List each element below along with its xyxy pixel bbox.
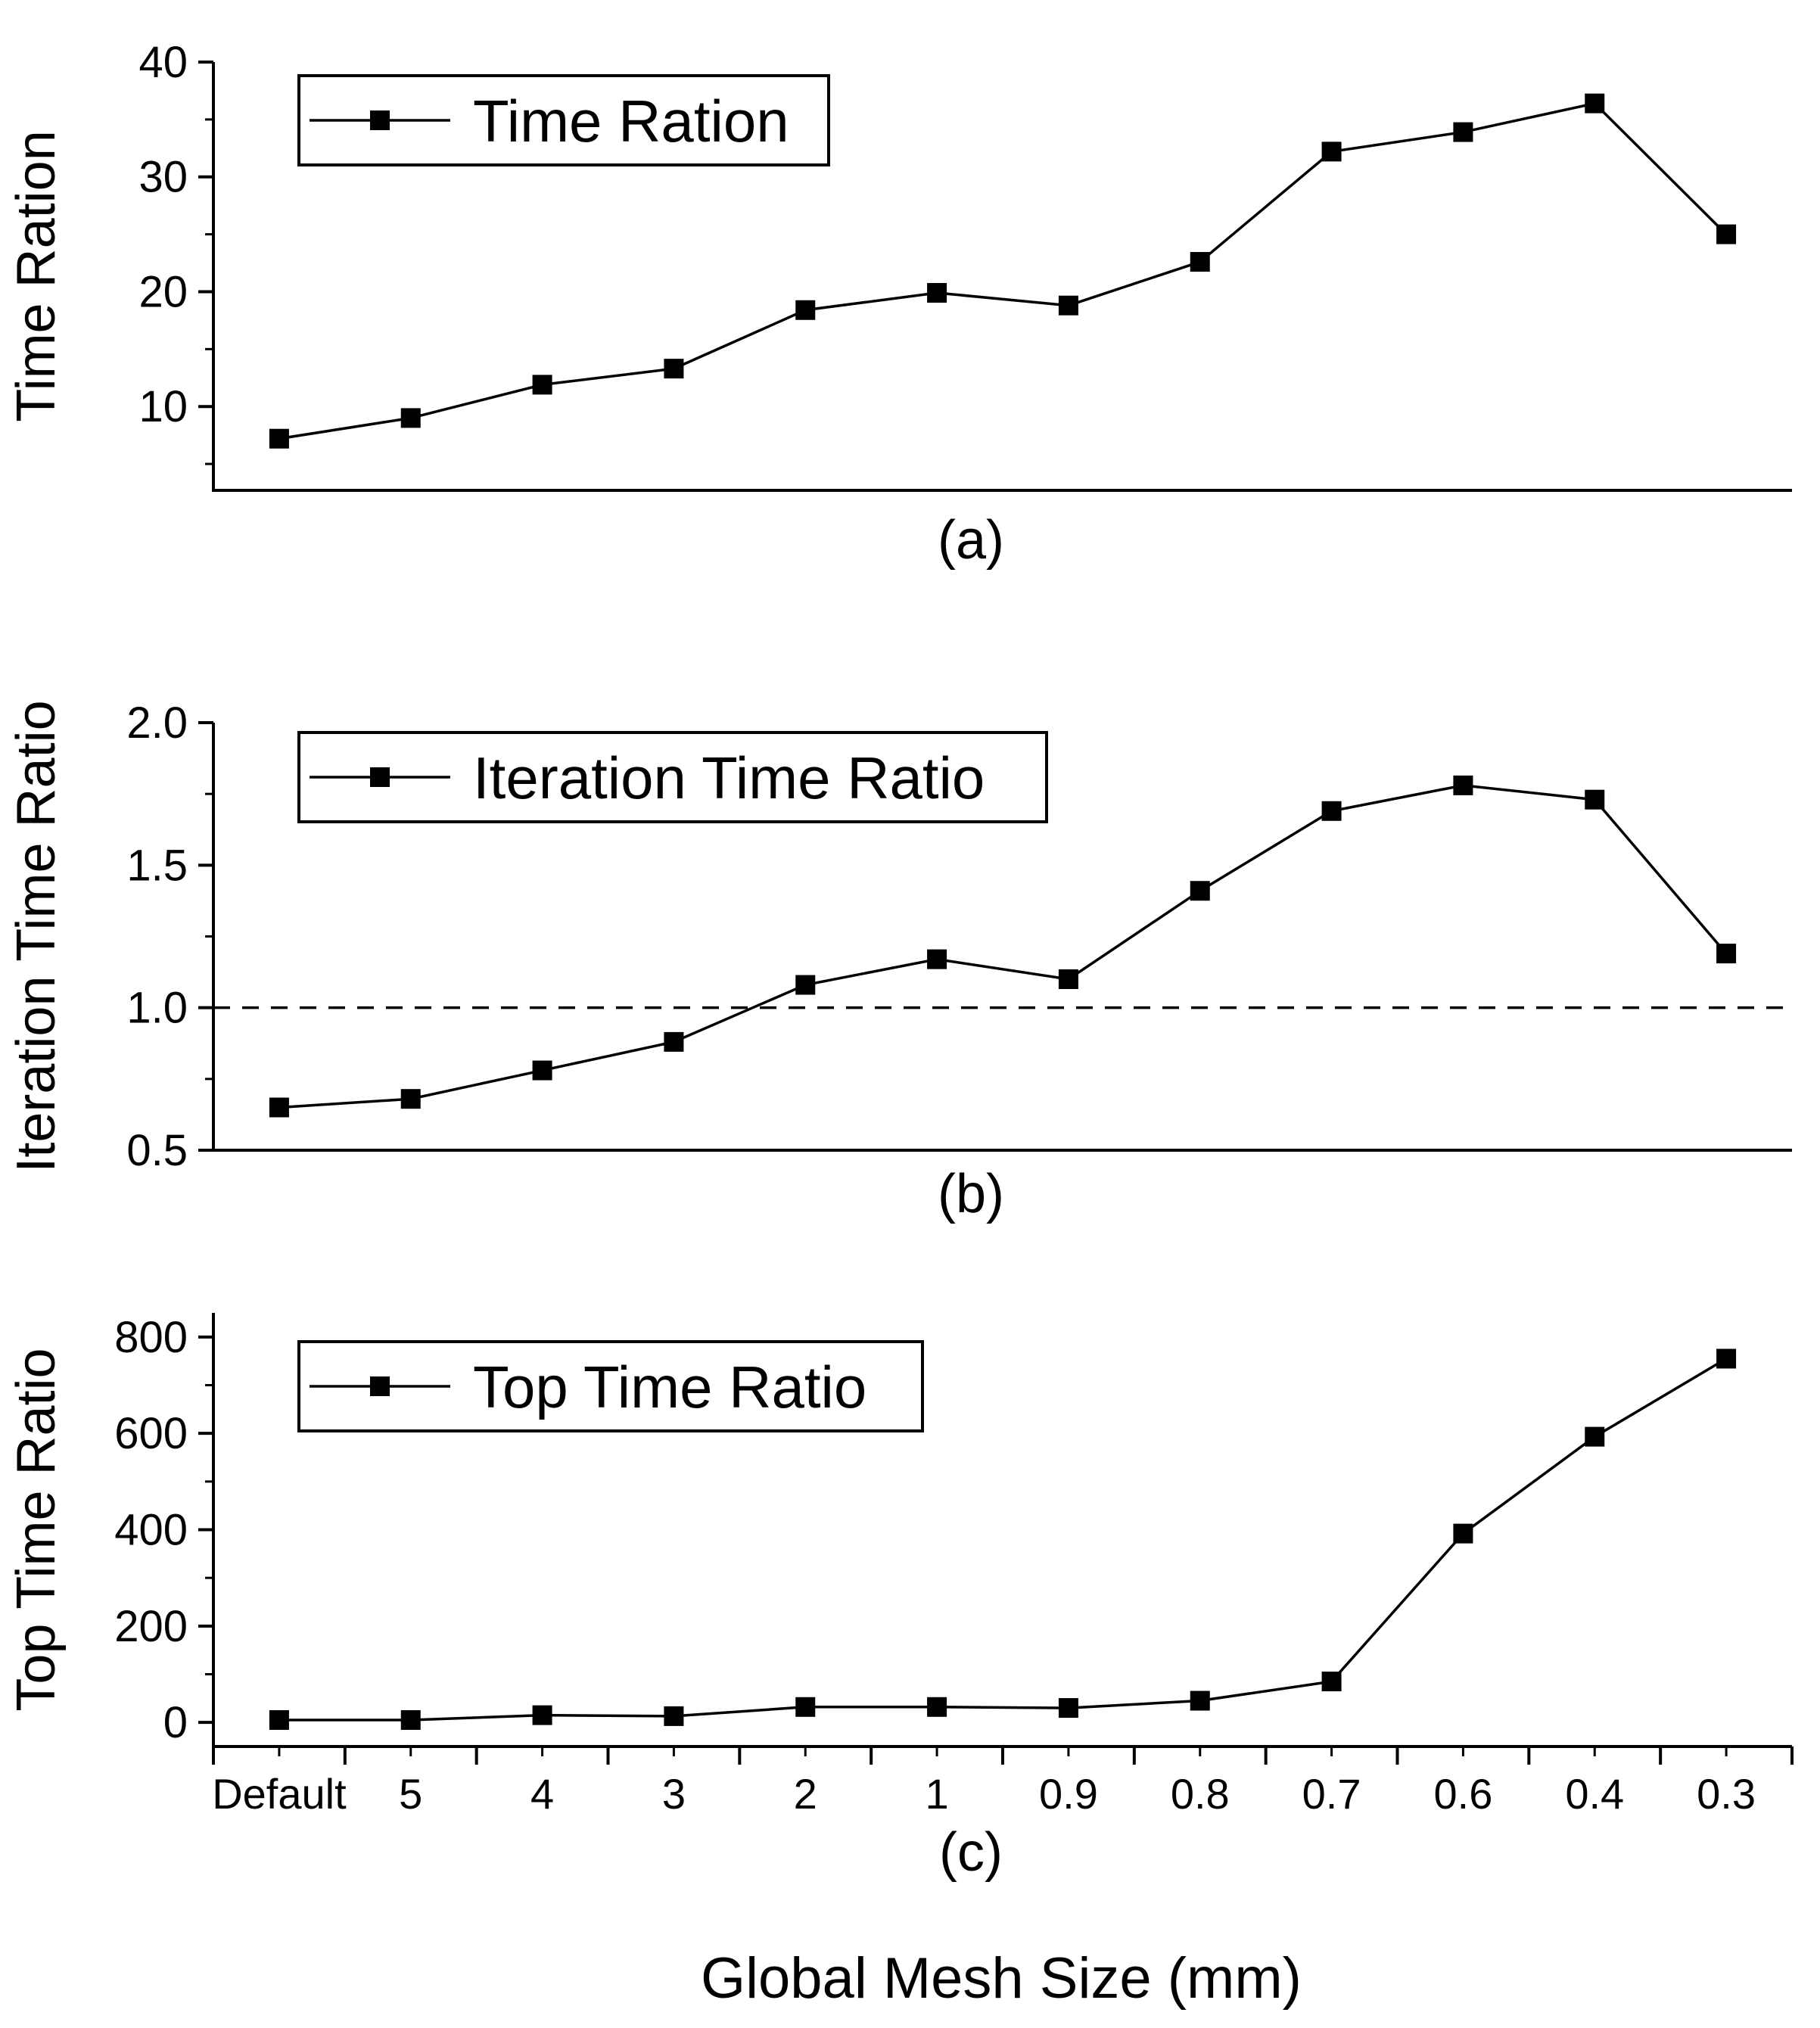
data-point xyxy=(400,1709,421,1730)
x-tick-label: 0.9 xyxy=(1039,1770,1098,1818)
x-tick-label: 0.8 xyxy=(1171,1770,1230,1818)
legend: Iteration Time Ratio xyxy=(297,731,1048,823)
panel-a: 10 20 30 40 Time Ration Time Ration (a) xyxy=(6,38,1792,571)
series-line xyxy=(278,1357,1727,1722)
x-axis-title: Global Mesh Size (mm) xyxy=(701,1946,1302,2011)
y-tick-label: 1.0 xyxy=(126,984,188,1033)
x-tick-label: 0.7 xyxy=(1302,1770,1361,1818)
data-point xyxy=(664,1031,684,1052)
data-point xyxy=(532,1705,552,1725)
y-tick-label: 2.0 xyxy=(126,698,188,748)
x-tick-label: 1 xyxy=(926,1770,949,1818)
data-point xyxy=(927,283,947,303)
data-point xyxy=(400,408,421,428)
y-tick-label: 30 xyxy=(138,153,188,202)
data-point xyxy=(795,1697,816,1717)
data-point xyxy=(1453,122,1473,142)
x-tick-label: 0.6 xyxy=(1433,1770,1492,1818)
data-point xyxy=(664,1706,684,1726)
legend: Time Ration xyxy=(297,74,830,166)
y-tick-label: 10 xyxy=(138,382,188,431)
y-tick-label: 200 xyxy=(114,1602,188,1651)
data-point xyxy=(664,359,684,379)
data-point xyxy=(1585,1426,1605,1447)
x-tick-label: 2 xyxy=(794,1770,817,1818)
panel-b: 0.5 1.0 1.5 2.0 Iteration Time Ratio Iteratio… xyxy=(6,698,1792,1224)
x-tick-label: 0.4 xyxy=(1565,1770,1624,1818)
data-point xyxy=(400,1089,421,1109)
x-tick-label: 3 xyxy=(662,1770,686,1818)
legend-marker xyxy=(370,110,390,130)
x-tick-label: 0.3 xyxy=(1697,1770,1756,1818)
data-point xyxy=(927,1697,947,1717)
data-point xyxy=(1716,944,1737,964)
y-axis-title: Top Time Ratio xyxy=(6,1348,67,1711)
data-point xyxy=(1321,142,1342,162)
legend-label: Top Time Ratio xyxy=(473,1354,866,1420)
legend: Top Time Ratio xyxy=(297,1340,924,1432)
data-point xyxy=(1190,1691,1210,1711)
data-point xyxy=(1058,295,1078,316)
data-point xyxy=(1585,93,1605,114)
panel-caption: (a) xyxy=(938,510,1004,571)
legend-label: Time Ration xyxy=(473,88,789,154)
data-point xyxy=(269,1097,289,1118)
data-point xyxy=(795,300,816,320)
data-point xyxy=(269,1709,289,1730)
series-line xyxy=(278,784,1728,1109)
data-point xyxy=(1190,881,1210,901)
data-point xyxy=(1190,252,1210,272)
data-point xyxy=(1585,789,1605,810)
y-tick-label: 20 xyxy=(138,267,188,316)
y-tick-label: 0.5 xyxy=(126,1126,188,1175)
y-tick-label: 800 xyxy=(114,1313,188,1362)
data-point xyxy=(1453,1523,1473,1544)
data-point xyxy=(1453,775,1473,795)
y-tick-label: 1.5 xyxy=(126,841,188,890)
data-point xyxy=(927,949,947,969)
legend-label: Iteration Time Ratio xyxy=(473,745,985,811)
legend-marker xyxy=(370,1376,390,1396)
panel-caption: (c) xyxy=(939,1822,1003,1883)
y-tick-label: 0 xyxy=(163,1698,188,1747)
data-point xyxy=(795,975,816,995)
panel-caption: (b) xyxy=(938,1164,1004,1224)
y-tick-label: 40 xyxy=(138,38,188,87)
panel-c: 0 200 400 600 800 Top Time Ratio Default 5 4 3 2 1 0… xyxy=(6,1313,1794,1883)
legend-marker xyxy=(370,767,390,787)
y-axis-title: Time Ration xyxy=(6,130,67,421)
y-tick-label: 400 xyxy=(114,1506,188,1555)
series-line xyxy=(278,101,1728,440)
data-point xyxy=(1058,1698,1078,1719)
data-point xyxy=(1716,224,1737,244)
data-point xyxy=(1716,1348,1737,1369)
y-tick-label: 600 xyxy=(114,1409,188,1458)
x-tick-label: 5 xyxy=(399,1770,422,1818)
data-point xyxy=(532,1060,552,1081)
x-tick-label: 4 xyxy=(530,1770,554,1818)
data-point xyxy=(1321,1672,1342,1692)
data-point xyxy=(269,428,289,449)
x-tick-label: Default xyxy=(212,1770,347,1818)
data-point xyxy=(532,375,552,395)
data-point xyxy=(1058,969,1078,989)
y-axis-title: Iteration Time Ratio xyxy=(6,700,67,1172)
data-point xyxy=(1321,801,1342,821)
